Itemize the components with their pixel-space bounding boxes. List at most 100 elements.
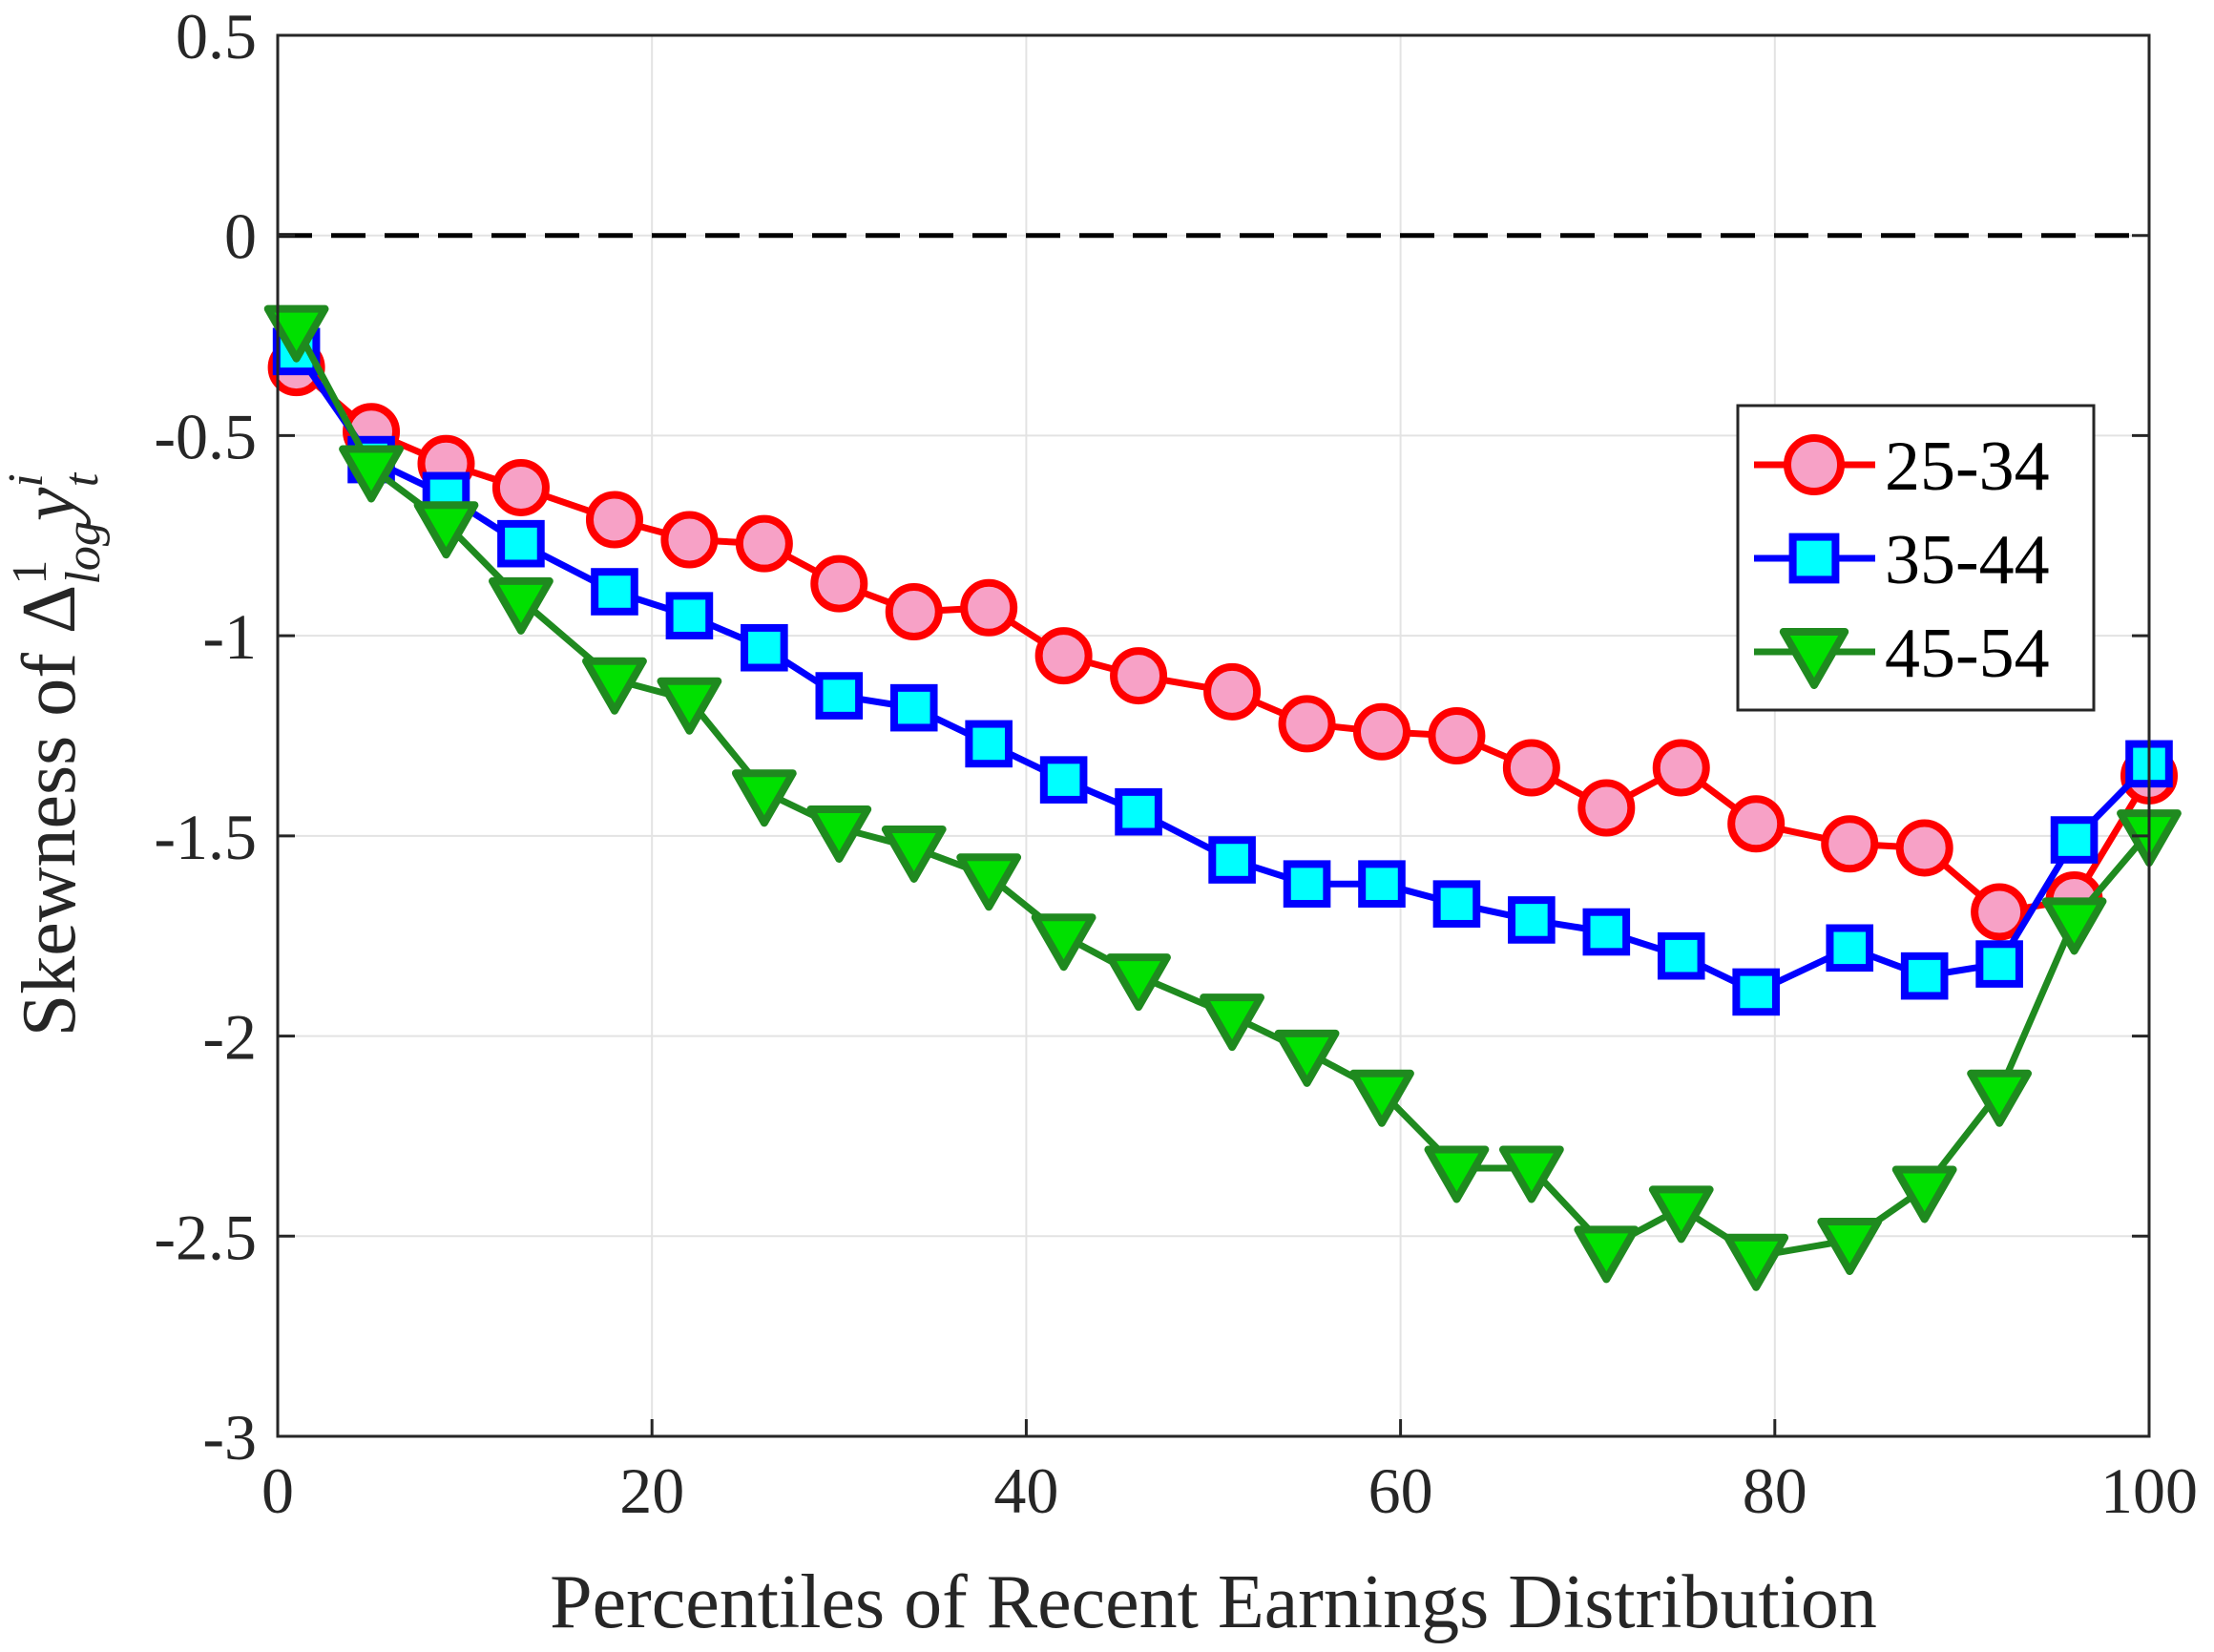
marker-square [741, 623, 788, 672]
marker-circle [1577, 779, 1636, 837]
legend-item: 35-44 [1754, 521, 2050, 599]
marker-circle [1727, 795, 1786, 853]
marker-square [1283, 860, 1331, 908]
marker-square [1432, 880, 1481, 928]
y-tick-label: -1 [202, 600, 257, 673]
y-tick-label: -2 [202, 1001, 257, 1074]
marker-square [665, 592, 714, 639]
marker-square [965, 720, 1013, 768]
y-label-sub: log [56, 521, 111, 584]
marker-square [1208, 836, 1256, 884]
marker-triangle-down [489, 576, 554, 635]
marker-circle [810, 554, 868, 613]
marker-square [1657, 931, 1705, 980]
marker-triangle-down [956, 853, 1022, 911]
tick-labels: 0 20 40 60 80 100 0.5 0 -0.5 -1 -1.5 -2 -2.5 -3 [154, 0, 2198, 1527]
marker-circle [1784, 434, 1845, 495]
marker-triangle-down [1648, 1185, 1714, 1244]
x-tick-label: 60 [1368, 1454, 1433, 1527]
marker-circle [1821, 815, 1879, 873]
marker-circle [960, 578, 1018, 637]
legend-item: 25-34 [1754, 428, 2050, 506]
legend-label: 45-54 [1885, 615, 2050, 693]
marker-square [497, 519, 545, 568]
marker-triangle-down [582, 657, 647, 715]
y-tick-label: -3 [202, 1401, 257, 1474]
marker-square [1826, 924, 1874, 972]
marker-square [1975, 940, 2023, 988]
marker-circle [735, 514, 793, 573]
x-tick-label: 20 [619, 1454, 684, 1527]
marker-circle [885, 582, 943, 640]
marker-triangle-down [1817, 1217, 1883, 1275]
y-tick-label: -2.5 [154, 1201, 257, 1273]
y-label-var-sup: i [0, 473, 53, 487]
y-axis-label: Skewness of Δ1logyit [0, 471, 111, 1036]
marker-triangle-down [1349, 1069, 1414, 1127]
marker-square [1788, 533, 1840, 584]
marker-triangle-down [731, 769, 797, 827]
y-label-prefix: Skewness of [8, 634, 92, 1036]
marker-circle [1971, 883, 2029, 941]
legend-item: 45-54 [1754, 615, 2050, 693]
marker-circle [1652, 739, 1710, 797]
y-tick-label: -1.5 [154, 801, 257, 873]
marker-triangle-down [339, 445, 404, 503]
marker-square [591, 568, 638, 616]
marker-triangle-down [881, 825, 947, 883]
legend-label: 25-34 [1885, 428, 2050, 506]
marker-circle [660, 511, 719, 569]
marker-circle [1203, 662, 1262, 721]
legend-label: 35-44 [1885, 521, 2050, 599]
marker-square [889, 683, 938, 732]
marker-square [2050, 816, 2099, 864]
y-tick-label: -0.5 [154, 400, 257, 472]
marker-triangle-down [2041, 897, 2107, 955]
marker-triangle-down [1574, 1225, 1640, 1284]
marker-circle [1895, 819, 1953, 877]
marker-triangle-down [413, 501, 479, 559]
marker-triangle-down [1967, 1069, 2033, 1127]
marker-triangle-down [1200, 993, 1265, 1052]
x-tick-label: 0 [261, 1454, 294, 1527]
marker-triangle-down [1424, 1145, 1490, 1203]
marker-square [1508, 896, 1556, 944]
y-tick-label: 0.5 [176, 0, 257, 73]
marker-square [1732, 968, 1780, 1016]
y-label-delta: Δ [8, 585, 92, 634]
marker-square [1039, 756, 1088, 804]
y-tick-label: 0 [224, 200, 257, 273]
y-label-var: y [8, 487, 92, 528]
marker-square [1358, 860, 1406, 908]
marker-triangle-down [1779, 628, 1849, 689]
legend: 25-34 35-44 45-54 [1736, 404, 2096, 712]
marker-triangle-down [1031, 913, 1097, 972]
x-axis-label: Percentiles of Recent Earnings Distribut… [550, 1560, 1877, 1644]
marker-triangle-down [657, 677, 722, 735]
marker-triangle-down [1274, 1029, 1340, 1087]
marker-circle [1352, 702, 1410, 761]
marker-square [1582, 908, 1631, 956]
marker-circle [1502, 739, 1560, 797]
marker-triangle-down [263, 304, 329, 363]
marker-triangle-down [1891, 1165, 1957, 1223]
marker-triangle-down [1723, 1233, 1789, 1291]
x-tick-label: 100 [2100, 1454, 2198, 1527]
marker-square [815, 672, 864, 720]
x-tick-label: 80 [1743, 1454, 1807, 1527]
series-45-54 [263, 304, 2182, 1291]
marker-circle [1278, 695, 1336, 753]
x-tick-label: 40 [993, 1454, 1058, 1527]
series-group [263, 304, 2182, 1291]
marker-circle [1034, 627, 1093, 685]
y-label-var-sub: t [54, 471, 109, 487]
marker-square [1115, 787, 1162, 836]
marker-circle [491, 458, 550, 516]
marker-circle [1110, 647, 1168, 705]
plot-frame [276, 33, 2151, 1438]
marker-square [1900, 951, 1949, 1000]
marker-triangle-down [1106, 953, 1171, 1012]
marker-circle [1428, 707, 1486, 764]
y-label-sup: 1 [3, 560, 57, 585]
